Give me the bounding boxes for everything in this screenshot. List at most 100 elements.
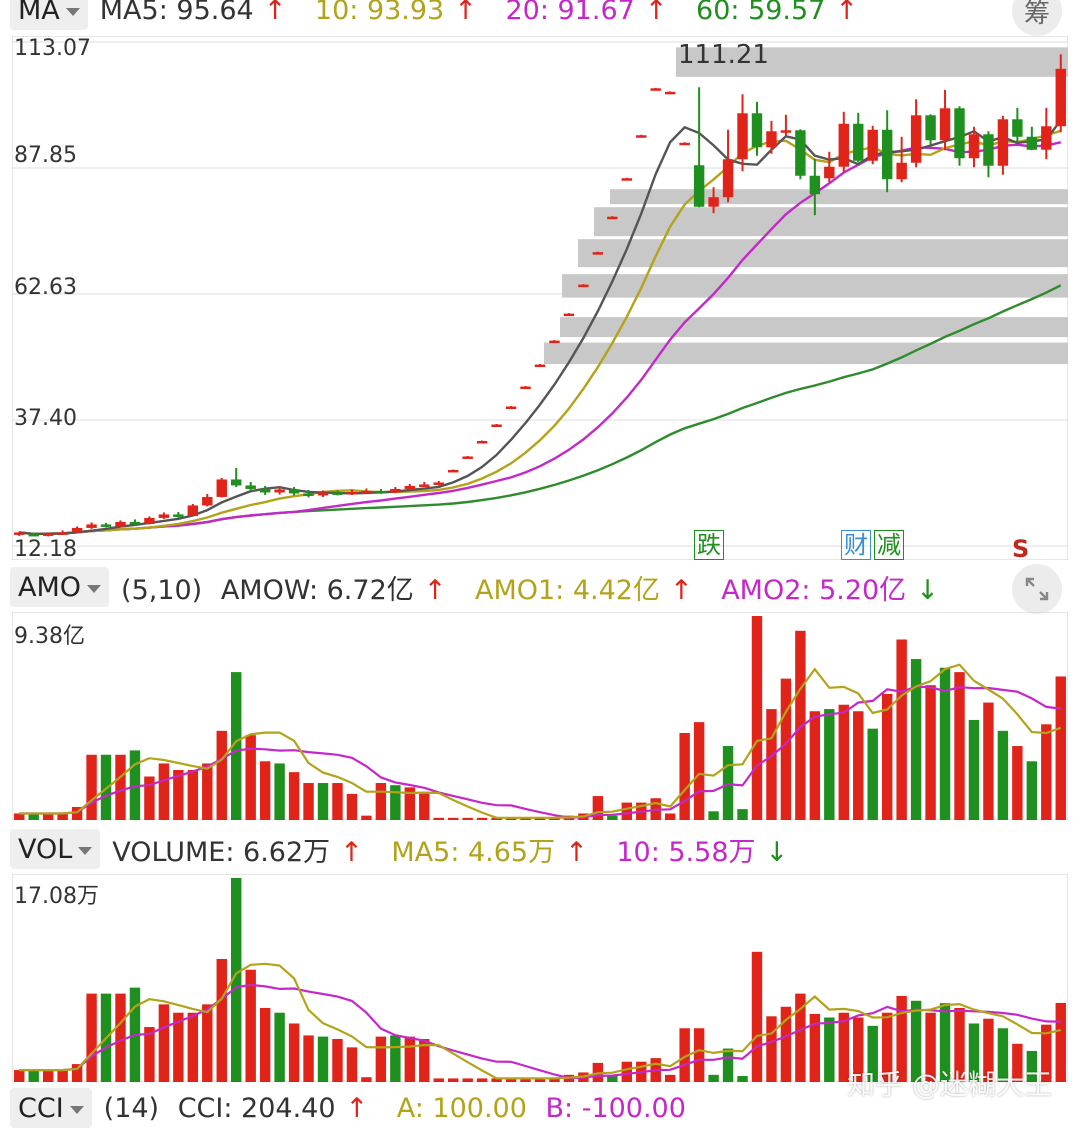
amo-bar [86, 754, 97, 820]
vol-bar [390, 1035, 401, 1082]
candle-body [288, 489, 300, 494]
price-frame [11, 35, 1069, 561]
vol-bar [664, 1074, 676, 1082]
vol-bar [491, 1078, 502, 1082]
amo-bar [14, 813, 25, 820]
vol-ma10-arrow: ↓ [765, 836, 789, 868]
ma5-value: MA5: 95.64 ↑ [100, 0, 297, 26]
amo-bar [881, 693, 893, 820]
amo-values: (5,10) AMOW: 6.72亿 ↑ AMO1: 4.42亿 ↑ AMO2: 5… [121, 568, 959, 607]
candle-body [910, 115, 922, 163]
amo-bar [795, 630, 806, 820]
candle-body [578, 284, 589, 288]
vol-ma5-arrow: ↑ [565, 836, 588, 868]
amo-bar [737, 809, 748, 820]
ma20-arrow: ↑ [644, 0, 668, 26]
vol-ma10-text: 10: 5.58万 [616, 836, 756, 868]
candle-body [202, 496, 213, 506]
ma-indicator-selector[interactable]: MA [10, 0, 88, 30]
vol-bar [158, 1004, 170, 1082]
candle-body [71, 527, 83, 533]
chip-band [578, 239, 1068, 268]
amo-bar [1055, 676, 1066, 820]
price-axis-label-4: 37.40 [14, 406, 77, 431]
vol-bar [231, 878, 242, 1082]
cci-text: CCI: 204.40 [177, 1092, 336, 1124]
candle-body [42, 533, 54, 536]
amo-bar [144, 776, 155, 820]
vol-bar [621, 1061, 633, 1082]
candle-body [997, 119, 1009, 166]
signal-badge-finance[interactable]: 财 [841, 530, 871, 560]
vol-panel [11, 873, 1069, 1083]
signal-badge-reduce[interactable]: 减 [874, 530, 904, 560]
candle-body [115, 521, 126, 527]
chip-button-label: 筹 [1023, 0, 1050, 29]
candle-body [766, 131, 777, 148]
ma10-value: 10: 93.93 ↑ [315, 0, 487, 26]
vol-bar [751, 951, 763, 1082]
signal-badge-fall[interactable]: 跌 [694, 530, 724, 560]
vol-bar [997, 1028, 1009, 1082]
candle-body [751, 113, 763, 148]
price-axis-label-1: 113.07 [14, 36, 91, 61]
candle-body [708, 197, 719, 207]
candle-body [57, 532, 68, 535]
vol-bar [780, 1006, 792, 1082]
candle-body [549, 340, 560, 344]
vol-header: VOL VOLUME: 6.62万 ↑ MA5: 4.65万 ↑ 10: 5.58万… [0, 828, 1080, 870]
candle-body [664, 91, 676, 95]
price-axis-label-5: 12.18 [14, 537, 77, 562]
vol-ma10-value: 10: 5.58万 ↓ [616, 837, 798, 868]
amo-bar [549, 817, 560, 820]
amo-bar [303, 783, 314, 820]
amo-ma10-line [19, 685, 1061, 819]
vol-indicator-label: VOL [18, 833, 73, 865]
vol-bar [1012, 1043, 1023, 1082]
amo-bar [534, 817, 546, 820]
cci-indicator-selector[interactable]: CCI [10, 1088, 92, 1128]
vol-bar [14, 1070, 25, 1082]
amo2-value: AMO2: 5.20亿 ↓ [721, 575, 949, 606]
amo-bar [231, 672, 242, 820]
chevron-down-icon [87, 585, 102, 593]
amo-bar [332, 783, 343, 820]
vol-indicator-selector[interactable]: VOL [10, 829, 101, 869]
vol-bar [259, 1007, 271, 1082]
vol-axis-max: 17.08万 [14, 884, 99, 909]
chip-band [544, 342, 1068, 365]
vol-bar [462, 1078, 473, 1082]
vol-bar [983, 1018, 994, 1082]
amo-bar [317, 783, 329, 820]
candle-body [14, 532, 25, 535]
candle-body [824, 166, 835, 179]
amo-bar [57, 813, 68, 820]
amo-params: (5,10) [121, 574, 203, 606]
candle-body [419, 484, 430, 487]
chip-distribution-button[interactable]: 筹 [1012, 0, 1062, 36]
candle-body [838, 123, 849, 167]
amo-bar [751, 616, 763, 820]
vol-bar [1026, 1050, 1038, 1082]
candle-body [245, 485, 256, 489]
expand-button[interactable] [1012, 564, 1062, 614]
cci-params: (14) [103, 1092, 160, 1124]
amo-bar [896, 639, 907, 820]
amo-bar [245, 735, 256, 820]
amo-bar [375, 783, 387, 820]
vol-ma5-line [19, 962, 1062, 1080]
candle-body [346, 491, 358, 495]
candle-body [390, 488, 401, 493]
amo-indicator-selector[interactable]: AMO [10, 567, 110, 607]
candle-body [274, 489, 285, 493]
amo-bar [693, 722, 705, 820]
amo1-text: AMO1: 4.42亿 [474, 574, 660, 606]
candle-body [317, 492, 329, 496]
vol-bar [28, 1070, 39, 1082]
candle-body [737, 113, 748, 160]
cci-values: (14) CCI: 204.40 ↑ A: 100.00 B: -100.00 [104, 1093, 696, 1124]
signal-sell[interactable]: S [1012, 535, 1030, 563]
candle-body [187, 505, 199, 516]
candle-body [520, 386, 531, 390]
ma20-text: 20: 91.67 [505, 0, 635, 26]
